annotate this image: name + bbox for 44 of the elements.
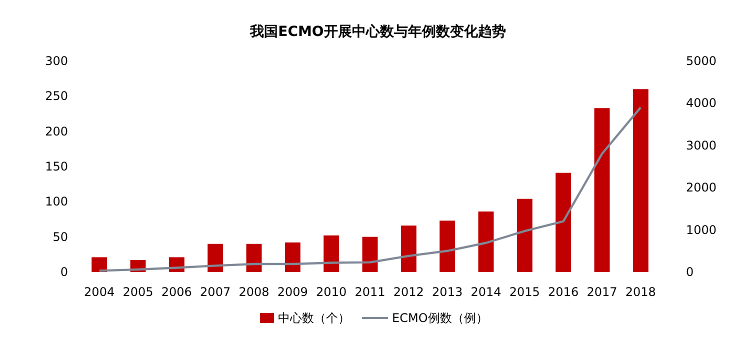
- x-tick-label: 2013: [432, 285, 463, 299]
- x-tick-label: 2017: [586, 285, 618, 299]
- bar: [632, 89, 648, 272]
- bar: [324, 235, 340, 272]
- y-tick-label: 50: [52, 230, 68, 244]
- y-tick-label: 150: [45, 160, 68, 174]
- x-tick-label: 2018: [625, 285, 656, 299]
- x-tick-label: 2009: [277, 285, 308, 299]
- bar: [92, 257, 108, 272]
- y-tick-label: 300: [45, 54, 68, 68]
- y-tick-label: 0: [60, 265, 68, 279]
- x-tick-label: 2004: [84, 285, 115, 299]
- bar: [208, 244, 224, 272]
- x-tick-label: 2010: [316, 285, 347, 299]
- x-tick-label: 2015: [509, 285, 540, 299]
- bar: [556, 172, 572, 272]
- x-tick-label: 2014: [470, 285, 502, 299]
- x-tick-label: 2006: [161, 285, 192, 299]
- y2-tick-label: 3000: [686, 138, 717, 152]
- x-tick-label: 2011: [354, 285, 386, 299]
- bar: [478, 212, 494, 272]
- y2-tick-label: 5000: [686, 54, 717, 68]
- bar: [516, 198, 532, 272]
- x-tick-label: 2008: [238, 285, 270, 299]
- x-tick-label: 2007: [200, 285, 231, 299]
- y2-tick-label: 4000: [686, 96, 717, 110]
- y2-tick-label: 2000: [686, 180, 717, 195]
- line-series: [98, 106, 642, 272]
- x-tick-label: 2016: [548, 285, 579, 299]
- x-tick-label: 2005: [122, 285, 154, 299]
- x-tick-label: 2012: [393, 285, 424, 299]
- legend-label: 中心数（个）: [278, 311, 350, 325]
- chart-title: 我国ECMO开展中心数与年例数变化趋势: [249, 23, 506, 40]
- y-tick-label: 200: [45, 124, 68, 138]
- bar: [400, 226, 416, 272]
- y-tick-label: 100: [45, 194, 68, 209]
- bar: [440, 220, 456, 272]
- bar: [362, 236, 378, 272]
- bar: [284, 242, 300, 272]
- y2-tick-label: 1000: [686, 222, 717, 237]
- y2-tick-label: 0: [686, 265, 694, 279]
- y-tick-label: 250: [45, 89, 68, 104]
- legend-label: ECMO例数（例）: [392, 311, 488, 325]
- bar: [594, 108, 610, 272]
